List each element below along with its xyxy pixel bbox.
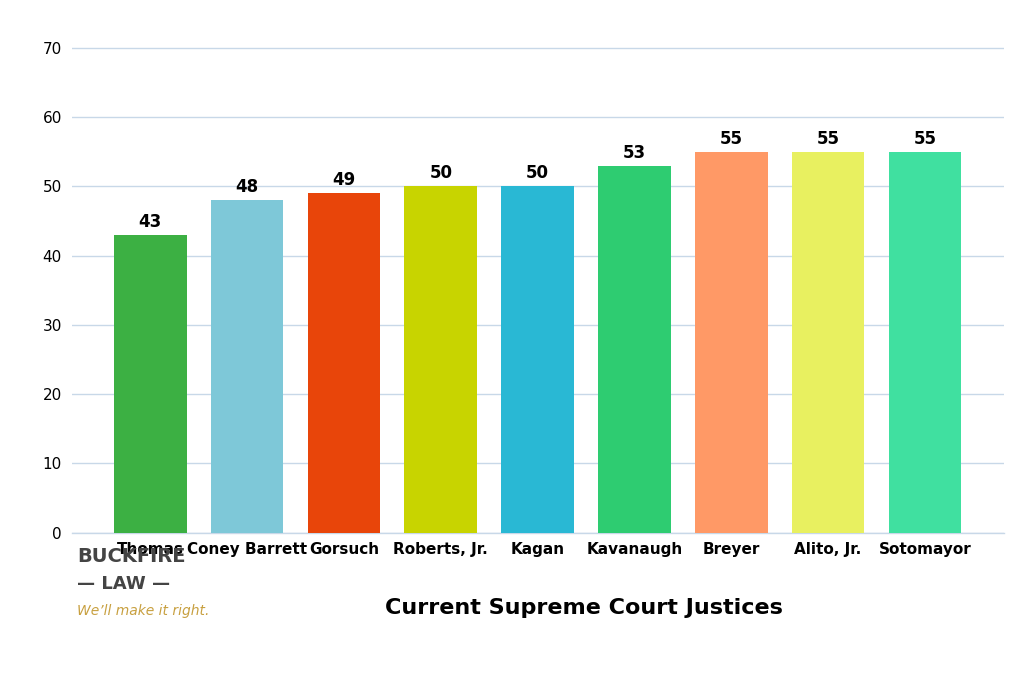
Text: BUCKFIRE: BUCKFIRE [77, 547, 185, 566]
Text: 43: 43 [138, 213, 162, 231]
Bar [211, 200, 284, 533]
Text: 50: 50 [429, 165, 453, 182]
Bar [307, 193, 380, 533]
Bar [114, 235, 186, 533]
Text: 53: 53 [623, 143, 646, 162]
Bar [502, 186, 573, 533]
Text: 55: 55 [816, 130, 840, 148]
Text: 49: 49 [333, 171, 355, 189]
Bar [792, 152, 864, 533]
Bar [695, 152, 768, 533]
Text: 48: 48 [236, 178, 259, 196]
Text: — LAW —: — LAW — [77, 575, 170, 593]
Bar [889, 152, 962, 533]
Bar [598, 166, 671, 533]
Text: We’ll make it right.: We’ll make it right. [77, 604, 209, 618]
Bar [404, 186, 477, 533]
Text: Current Supreme Court Justices: Current Supreme Court Justices [385, 598, 782, 618]
Text: 50: 50 [526, 165, 549, 182]
Text: 55: 55 [720, 130, 742, 148]
Text: 55: 55 [913, 130, 936, 148]
